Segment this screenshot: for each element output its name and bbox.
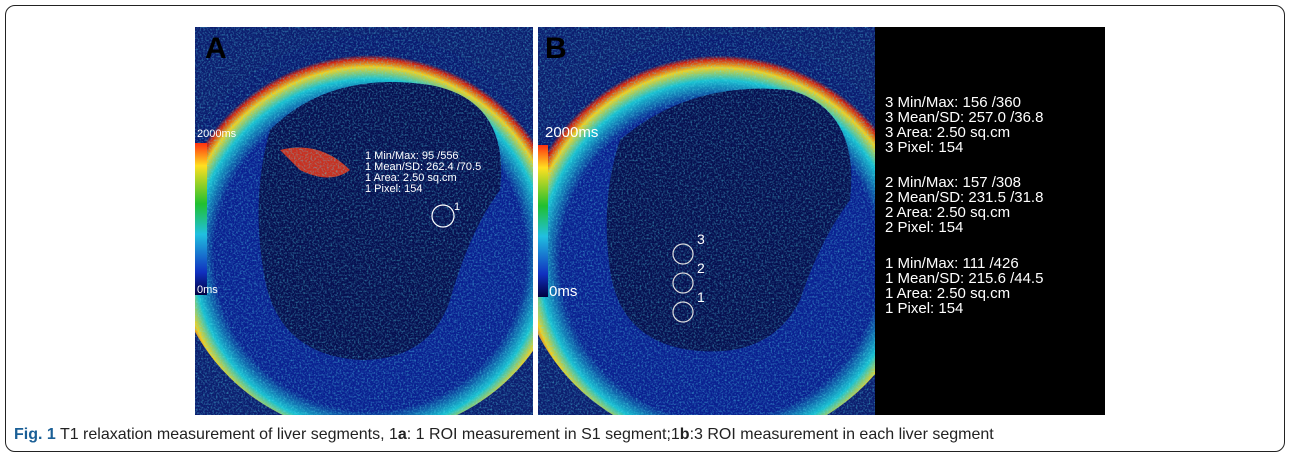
image-a bbox=[195, 27, 533, 415]
caption-bold: a bbox=[397, 426, 407, 443]
roi-label: 1 bbox=[454, 201, 460, 213]
image-b bbox=[538, 27, 875, 415]
caption-text: T1 relaxation measurement of liver segme… bbox=[59, 426, 398, 443]
measurement-line: 3 Area: 2.50 sq.cm bbox=[885, 124, 1010, 141]
measurement-line: 1 Min/Max: 95 /556 bbox=[365, 150, 459, 162]
measurement-line: 2 Pixel: 154 bbox=[885, 219, 963, 236]
measurement-line: 3 Pixel: 154 bbox=[885, 139, 963, 156]
measurement-line: 2 Min/Max: 157 /308 bbox=[885, 174, 1021, 191]
roi-label: 1 bbox=[697, 289, 705, 305]
measurement-panel bbox=[875, 27, 1105, 415]
measurement-line: 1 Area: 2.50 sq.cm bbox=[365, 172, 457, 184]
caption-text: : 1 ROI measurement in S1 segment;1 bbox=[406, 426, 680, 443]
measurement-line: 1 Pixel: 154 bbox=[885, 300, 963, 317]
caption-text: :3 ROI measurement in each liver segment bbox=[689, 426, 994, 443]
figure-frame bbox=[5, 5, 1285, 452]
measurement-line: 1 Area: 2.50 sq.cm bbox=[885, 285, 1010, 302]
measurement-line: 1 Min/Max: 111 /426 bbox=[885, 255, 1019, 272]
measurement-line: 2 Mean/SD: 231.5 /31.8 bbox=[885, 189, 1043, 206]
roi-label: 2 bbox=[697, 260, 705, 276]
scale-max: 2000ms bbox=[197, 128, 237, 140]
measurement-line: 2 Area: 2.50 sq.cm bbox=[885, 204, 1010, 221]
caption: Fig. 1 T1 relaxation measurement of live… bbox=[14, 426, 994, 444]
measurement-line: 1 Pixel: 154 bbox=[365, 183, 422, 195]
measurement-line: 1 Mean/SD: 215.6 /44.5 bbox=[885, 270, 1043, 287]
roi-label: 3 bbox=[697, 231, 705, 247]
panel-label: B bbox=[545, 32, 567, 65]
caption-label: Fig. 1 bbox=[14, 426, 56, 443]
measurement-line: 3 Mean/SD: 257.0 /36.8 bbox=[885, 109, 1043, 126]
scale-min: 0ms bbox=[549, 283, 577, 300]
scale-min: 0ms bbox=[197, 284, 218, 296]
panel-label: A bbox=[205, 32, 227, 65]
caption-bold: b bbox=[679, 426, 690, 443]
scale-max: 2000ms bbox=[545, 124, 598, 141]
measurement-line: 1 Mean/SD: 262.4 /70.5 bbox=[365, 161, 481, 173]
measurement-line: 3 Min/Max: 156 /360 bbox=[885, 94, 1021, 111]
